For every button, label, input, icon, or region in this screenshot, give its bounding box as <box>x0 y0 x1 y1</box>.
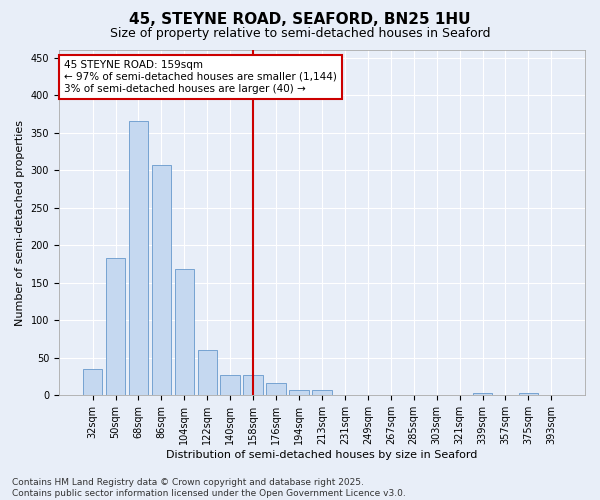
Text: 45 STEYNE ROAD: 159sqm
← 97% of semi-detached houses are smaller (1,144)
3% of s: 45 STEYNE ROAD: 159sqm ← 97% of semi-det… <box>64 60 337 94</box>
Text: 45, STEYNE ROAD, SEAFORD, BN25 1HU: 45, STEYNE ROAD, SEAFORD, BN25 1HU <box>129 12 471 28</box>
Bar <box>106 258 125 396</box>
Bar <box>312 390 332 396</box>
Bar <box>266 382 286 396</box>
Bar <box>128 122 148 396</box>
Text: Contains HM Land Registry data © Crown copyright and database right 2025.
Contai: Contains HM Land Registry data © Crown c… <box>12 478 406 498</box>
X-axis label: Distribution of semi-detached houses by size in Seaford: Distribution of semi-detached houses by … <box>166 450 478 460</box>
Bar <box>152 165 171 396</box>
Bar <box>220 375 240 396</box>
Bar <box>473 393 492 396</box>
Bar <box>244 375 263 396</box>
Bar <box>197 350 217 396</box>
Bar <box>175 269 194 396</box>
Text: Size of property relative to semi-detached houses in Seaford: Size of property relative to semi-detach… <box>110 28 490 40</box>
Bar <box>289 390 309 396</box>
Bar <box>83 369 103 396</box>
Bar <box>518 393 538 396</box>
Y-axis label: Number of semi-detached properties: Number of semi-detached properties <box>15 120 25 326</box>
